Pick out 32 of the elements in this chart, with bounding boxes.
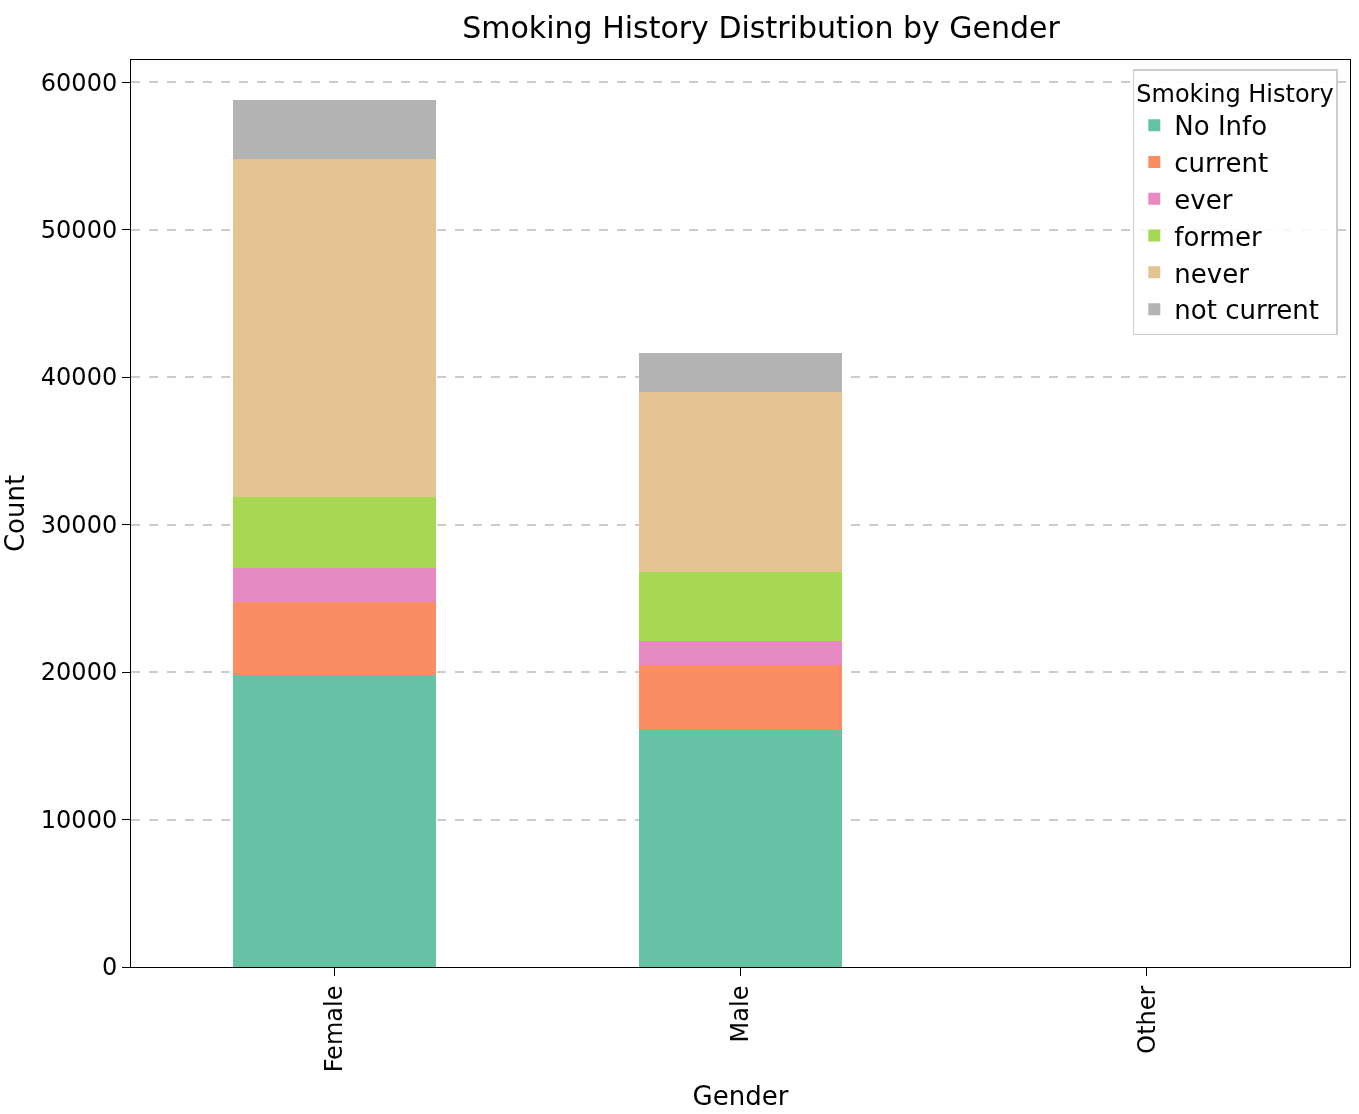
bar [638, 665, 843, 730]
x-tick-label: Female [319, 985, 348, 1073]
y-tick-label: 30000 [40, 510, 118, 539]
y-tick-label: 0 [101, 953, 118, 982]
y-tick-label: 20000 [40, 658, 118, 687]
legend-title: Smoking History [1136, 79, 1334, 108]
legend-label: former [1174, 221, 1262, 252]
y-tick-label: 40000 [40, 363, 118, 392]
bar [232, 601, 436, 675]
y-tick-label: 50000 [40, 216, 118, 244]
legend-label: ever [1174, 184, 1233, 215]
legend-label: current [1174, 148, 1269, 179]
x-tick-label: Male [726, 985, 755, 1043]
bar [232, 567, 436, 602]
chart-title: Smoking History Distribution by Gender [462, 9, 1061, 45]
legend-label: not current [1174, 295, 1319, 326]
bar [232, 674, 436, 967]
y-tick-label: 60000 [40, 68, 118, 97]
bar [232, 158, 436, 497]
legend-label: never [1174, 258, 1250, 289]
x-tick-label: Other [1132, 985, 1161, 1054]
bar [638, 641, 843, 666]
bar [232, 496, 436, 568]
bar [638, 392, 843, 572]
y-tick-label: 10000 [40, 805, 118, 834]
bar [638, 353, 843, 393]
x-axis-title: Gender [692, 1081, 789, 1112]
bar [638, 571, 843, 642]
bar [638, 729, 843, 967]
legend-label: No Info [1174, 111, 1268, 142]
bar [232, 99, 436, 159]
y-axis-title: Count [0, 474, 30, 553]
